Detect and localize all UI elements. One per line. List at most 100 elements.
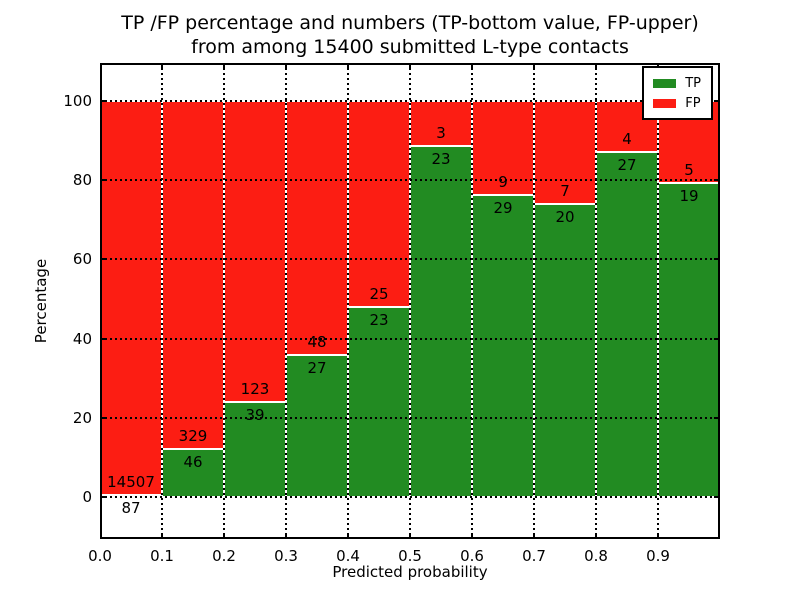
horizontal-gridline — [100, 496, 720, 499]
x-tick-label: 0.7 — [522, 547, 546, 565]
x-tick-label: 0.4 — [336, 547, 360, 565]
fp-count-label: 5 — [684, 161, 694, 180]
tp-bar-segment — [658, 183, 720, 498]
x-tick-label: 0.9 — [646, 547, 670, 565]
x-tick-mark — [100, 533, 102, 539]
vertical-gridline — [409, 63, 411, 539]
y-tick-mark — [714, 99, 720, 102]
right-spine — [718, 63, 720, 539]
horizontal-gridline — [100, 337, 720, 340]
fp-legend-swatch — [653, 98, 677, 108]
x-tick-mark — [285, 63, 287, 69]
bar-labels-layer: 14507 87 329 46 123 39 48 27 25 23 3 23 9 29 7 20 4 27 5 19 — [100, 63, 720, 539]
tp-count-label: 23 — [431, 150, 451, 169]
tp-count-label: 27 — [307, 358, 327, 377]
legend-item: FP — [653, 93, 701, 113]
chart-title-line1: TP /FP percentage and numbers (TP-bottom… — [121, 12, 699, 34]
horizontal-gridline — [100, 258, 720, 261]
tp-count-label: 20 — [555, 207, 575, 226]
tp-count-label: 46 — [183, 452, 203, 471]
y-tick-label: 0 — [82, 488, 92, 507]
x-tick-label: 0.8 — [584, 547, 608, 565]
fp-count-label: 7 — [560, 181, 570, 200]
vertical-gridline — [471, 63, 473, 539]
y-tick-label: 40 — [72, 329, 92, 348]
x-tick-mark — [223, 63, 225, 69]
tp-bar-segment — [534, 203, 596, 498]
y-tick-mark — [100, 258, 106, 261]
x-tick-mark — [285, 533, 287, 539]
horizontal-gridline — [100, 417, 720, 420]
x-tick-mark — [533, 533, 535, 539]
tp-count-label: 39 — [245, 405, 265, 424]
y-tick-mark — [100, 337, 106, 340]
fp-count-label: 14507 — [107, 472, 155, 491]
tp-count-label: 27 — [617, 155, 637, 174]
x-tick-mark — [161, 533, 163, 539]
y-tick-mark — [714, 179, 720, 182]
x-tick-mark — [657, 533, 659, 539]
vertical-gridline — [595, 63, 597, 539]
fp-bar-segment — [348, 100, 410, 308]
tp-count-label: 19 — [679, 187, 699, 206]
x-tick-label: 0.6 — [460, 547, 484, 565]
x-tick-mark — [409, 533, 411, 539]
vertical-gridline — [657, 63, 659, 539]
y-tick-label: 20 — [72, 409, 92, 428]
y-tick-mark — [714, 258, 720, 261]
tp-count-label: 29 — [493, 198, 513, 217]
x-tick-mark — [718, 533, 720, 539]
vertical-gridline — [285, 63, 287, 539]
y-tick-mark — [714, 337, 720, 340]
axes-spines — [100, 63, 720, 539]
vertical-gridline — [223, 63, 225, 539]
fp-bar-segment — [534, 100, 596, 204]
legend: TP FP — [642, 66, 713, 120]
horizontal-gridline — [100, 99, 720, 102]
x-tick-label: 0.2 — [212, 547, 236, 565]
legend-item-label: TP — [685, 75, 701, 91]
fp-bar-segment — [472, 100, 534, 195]
x-tick-mark — [347, 63, 349, 69]
legend-item: TP — [653, 73, 701, 93]
x-tick-mark — [223, 533, 225, 539]
tp-bar-segment — [286, 354, 348, 498]
horizontal-gridline — [100, 179, 720, 182]
x-axis-label: Predicted probability — [332, 563, 488, 581]
x-tick-label: 0.0 — [88, 547, 112, 565]
legend-item-label: FP — [685, 95, 701, 111]
x-tick-mark — [471, 63, 473, 69]
tp-count-label: 87 — [121, 498, 141, 517]
y-tick-mark — [714, 417, 720, 420]
tp-count-label: 23 — [369, 311, 389, 330]
vertical-gridline — [533, 63, 535, 539]
x-tick-mark — [161, 63, 163, 69]
left-spine — [100, 63, 102, 539]
tp-legend-swatch — [653, 78, 677, 88]
chart-title: TP /FP percentage and numbers (TP-bottom… — [110, 11, 710, 59]
fp-count-label: 25 — [369, 285, 389, 304]
x-tick-label: 0.3 — [274, 547, 298, 565]
plot-area: 14507 87 329 46 123 39 48 27 25 23 3 23 9 29 7 20 4 27 5 19… — [100, 63, 720, 539]
vertical-gridline — [347, 63, 349, 539]
y-tick-mark — [100, 179, 106, 182]
fp-bar-segment — [286, 100, 348, 355]
x-tick-mark — [409, 63, 411, 69]
fp-count-label: 123 — [240, 379, 270, 398]
x-tick-mark — [471, 533, 473, 539]
y-tick-label: 80 — [72, 171, 92, 190]
x-tick-label: 0.1 — [150, 547, 174, 565]
y-tick-mark — [714, 496, 720, 499]
fp-count-label: 9 — [498, 172, 508, 191]
fp-count-label: 3 — [436, 124, 446, 143]
fp-bar-segment — [410, 100, 472, 147]
fp-count-label: 4 — [622, 129, 632, 148]
x-tick-mark — [595, 63, 597, 69]
y-tick-mark — [100, 99, 106, 102]
y-tick-mark — [100, 417, 106, 420]
y-tick-mark — [100, 496, 106, 499]
bars-layer — [100, 63, 720, 539]
y-tick-label: 60 — [72, 250, 92, 269]
grid-layer — [100, 63, 720, 539]
